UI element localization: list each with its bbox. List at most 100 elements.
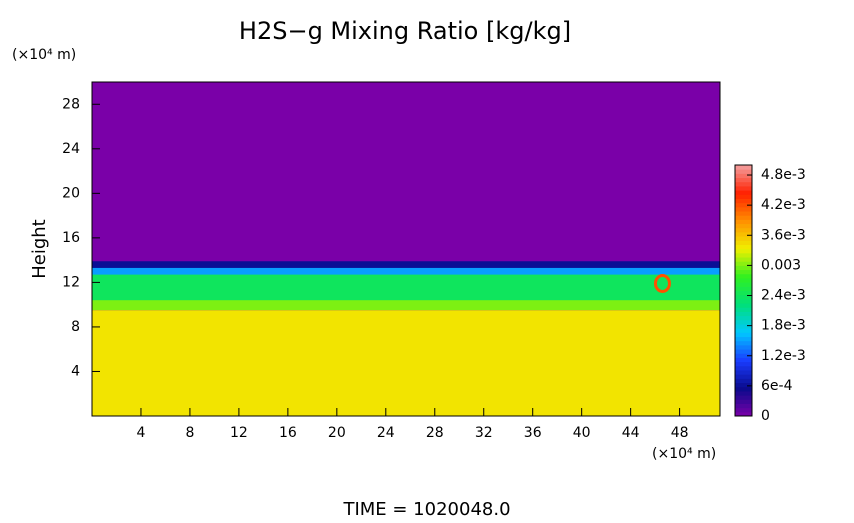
colorbar-cell	[735, 240, 752, 245]
y-tick-label: 4	[71, 363, 80, 379]
colorbar-tick-label: 6e-4	[761, 378, 793, 394]
colorbar-cell	[735, 294, 752, 300]
colorbar-cell	[735, 223, 752, 229]
colorbar-cell	[735, 248, 752, 254]
colorbar-cell	[735, 269, 752, 275]
y-tick-label: 16	[62, 230, 80, 246]
colorbar-frame	[734, 164, 753, 417]
colorbar-cell	[735, 236, 752, 241]
x-tick-label: 8	[185, 425, 194, 441]
colorbar-cell	[735, 361, 752, 367]
y-tick-label: 8	[71, 319, 80, 335]
colorbar-cell	[735, 273, 752, 279]
colorbar-cell	[735, 378, 752, 384]
x-tick-label: 44	[622, 425, 640, 441]
x-tick-label: 16	[279, 425, 297, 441]
colorbar-cell	[735, 353, 752, 358]
colorbar-cell	[735, 344, 752, 350]
colorbar-cell	[735, 407, 752, 413]
colorbar-cell	[735, 169, 752, 174]
colorbar-tick-label: 0	[761, 408, 770, 424]
colorbar-cell	[735, 336, 752, 342]
colorbar-cell	[735, 257, 752, 262]
plot-frame	[91, 81, 721, 417]
colorbar-cell	[735, 185, 752, 191]
chart-title: H2S−g Mixing Ratio [kg/kg]	[239, 17, 571, 45]
x-tick-label: 48	[671, 425, 689, 441]
y-unit: (×10⁴ m)	[12, 47, 76, 63]
colorbar-cell	[735, 340, 752, 346]
colorbar-cell	[735, 202, 752, 208]
colorbar-cell	[735, 165, 752, 170]
colorbar-cell	[735, 298, 752, 304]
colorbar-cell	[735, 215, 752, 220]
colorbar-cell	[735, 323, 752, 329]
field-region	[92, 310, 720, 416]
field	[92, 82, 720, 416]
y-tick-label: 12	[62, 274, 80, 290]
colorbar-cell	[735, 311, 752, 317]
colorbar-cell	[735, 211, 752, 216]
colorbar-cell	[735, 219, 752, 225]
y-tick-label: 28	[62, 96, 80, 112]
colorbar-cell	[735, 286, 752, 291]
colorbar-cell	[735, 374, 752, 379]
y-tick-label: 24	[62, 141, 80, 157]
colorbar-cell	[735, 282, 752, 287]
colorbar-tick-label: 3.6e-3	[761, 227, 806, 243]
colorbar-tick-label: 4.2e-3	[761, 197, 806, 213]
colorbar-cell	[735, 399, 752, 404]
colorbar-tick-label: 2.4e-3	[761, 288, 806, 304]
colorbar-cell	[735, 206, 752, 212]
colorbar-cell	[735, 181, 752, 187]
colorbar-tick-label: 1.2e-3	[761, 348, 806, 364]
colorbar-cell	[735, 190, 752, 195]
colorbar-cell	[735, 290, 752, 296]
colorbar-cell	[735, 177, 752, 183]
colorbar-cell	[735, 173, 752, 179]
colorbar-tick-label: 0.003	[761, 257, 801, 273]
field-region	[92, 274, 720, 302]
colorbar-cell	[735, 403, 752, 409]
x-tick-label: 12	[230, 425, 248, 441]
x-tick-label: 24	[377, 425, 395, 441]
colorbar-cell	[735, 411, 752, 417]
colorbar-cell	[735, 244, 752, 250]
colorbar-cell	[735, 277, 752, 283]
colorbar-cell	[735, 386, 752, 392]
colorbar-cell	[735, 357, 752, 363]
colorbar-cell	[735, 319, 752, 325]
colorbar-cell	[735, 349, 752, 354]
x-tick-label: 40	[573, 425, 591, 441]
x-tick-label: 28	[426, 425, 444, 441]
colorbar-cell	[735, 369, 752, 375]
colorbar-cell	[735, 382, 752, 388]
colorbar-cell	[735, 303, 752, 308]
field-region	[92, 267, 720, 278]
colorbar-cell	[735, 198, 752, 204]
colorbar-cell	[735, 194, 752, 199]
y-axis-label: Height	[29, 219, 50, 279]
colorbar-cell	[735, 328, 752, 333]
colorbar-cell	[735, 265, 752, 271]
colorbar-cell	[735, 227, 752, 233]
field-region	[92, 261, 720, 273]
colorbar-cell	[735, 332, 752, 338]
colorbar-cell	[735, 307, 752, 312]
x-tick-label: 20	[328, 425, 346, 441]
colorbar-cell	[735, 261, 752, 266]
field-region	[92, 300, 720, 311]
colorbar-cell	[735, 252, 752, 258]
colorbar-cell	[735, 365, 752, 371]
x-tick-label: 36	[524, 425, 542, 441]
colorbar-cell	[735, 390, 752, 396]
field-feature	[653, 274, 671, 294]
colorbar-tick-label: 4.8e-3	[761, 167, 806, 183]
x-tick-label: 4	[137, 425, 146, 441]
annotation: TIME = 1020048.0	[342, 499, 510, 519]
colorbar-cell	[735, 395, 752, 400]
y-tick-label: 20	[62, 185, 80, 201]
x-tick-label: 32	[475, 425, 493, 441]
colorbar-cell	[735, 231, 752, 237]
